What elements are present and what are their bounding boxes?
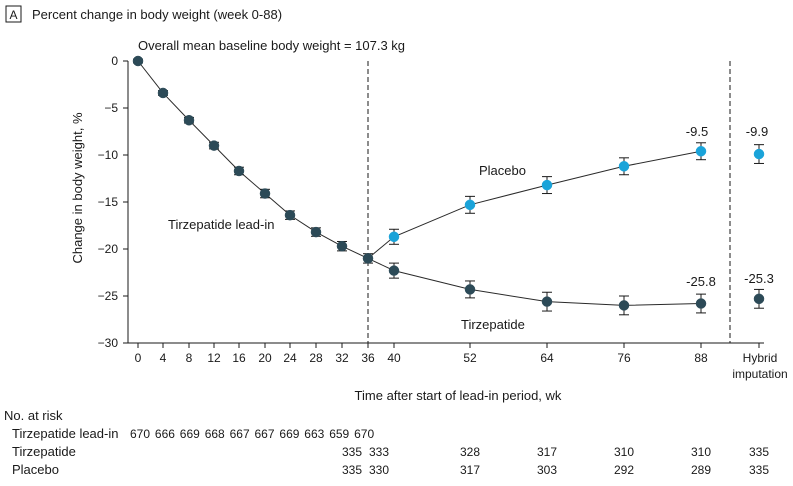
data-point [284,209,296,221]
series-label-tirzepatide: Tirzepatide [461,317,525,332]
y-tick-label: −10 [98,148,119,162]
y-tick-label: −20 [98,242,119,256]
risk-table-cell: 659 [329,427,349,441]
data-point [618,300,630,311]
y-tick-label: −15 [98,195,119,209]
data-point [541,296,553,307]
data-point-hybrid [753,293,765,305]
risk-table-cell: 335 [749,445,769,459]
risk-table-cell: 292 [614,463,634,477]
x-tick-label: 8 [186,351,193,365]
risk-table-cell: 668 [205,427,225,441]
risk-table-cell: 333 [369,445,389,459]
risk-table-cell: 310 [614,445,634,459]
data-point [259,188,271,199]
x-tick-label: 64 [540,351,554,365]
data-point [183,114,195,126]
data-point [336,240,348,252]
data-point [541,179,553,191]
data-point [310,226,322,238]
risk-table-cell: 670 [354,427,374,441]
x-tick-label: 32 [335,351,349,365]
x-tick-label: 28 [309,351,323,365]
data-point [464,284,476,295]
x-tick-label: 40 [387,351,401,365]
x-tick-label: 36 [361,351,375,365]
risk-table-cell: 666 [155,427,175,441]
value-label-placebo-hybrid: -9.9 [746,124,768,139]
risk-table-cell: 669 [180,427,200,441]
x-tick-label-hybrid-line2: imputation [732,367,787,381]
y-tick-label: −5 [104,101,118,115]
y-tick-label: 0 [111,54,118,68]
risk-table-cell: 335 [342,445,362,459]
series-line-0 [137,60,369,259]
y-tick-label: −30 [98,336,119,350]
data-point [233,165,245,177]
data-point [132,55,144,67]
data-point [362,253,374,264]
data-point [695,298,707,309]
data-point [618,161,630,172]
x-tick-label: 0 [135,351,142,365]
panel-letter: A [9,8,17,22]
risk-table-cell: 669 [279,427,299,441]
risk-row-label-lead-in: Tirzepatide lead-in [12,426,118,441]
x-tick-label-hybrid-line1: Hybrid [743,351,778,365]
risk-table-cell: 670 [130,427,150,441]
risk-table-cell: 328 [460,445,480,459]
risk-table-cell: 330 [369,463,389,477]
risk-table-cell: 667 [230,427,250,441]
x-tick-label: 4 [160,351,167,365]
x-tick-label: 76 [617,351,631,365]
data-point-hybrid [753,148,765,160]
data-point [388,231,400,243]
y-axis-label: Change in body weight, % [70,112,85,263]
panel-letter-box [5,5,22,23]
risk-table-cell: 310 [691,445,711,459]
risk-table-cell: 663 [304,427,324,441]
value-label-placebo-88: -9.5 [686,124,708,139]
risk-table-cell: 335 [342,463,362,477]
risk-table-cell: 289 [691,463,711,477]
risk-table-cell: 317 [537,445,557,459]
x-tick-label: 24 [283,351,297,365]
risk-row-label-placebo: Placebo [12,462,59,477]
x-tick-label: 52 [463,351,477,365]
x-tick-label: 88 [694,351,708,365]
data-point [208,140,220,151]
risk-table-cell: 667 [255,427,275,441]
data-point [157,87,169,99]
risk-table-cell: 335 [749,463,769,477]
risk-row-label-tirzepatide: Tirzepatide [12,444,76,459]
series-label-lead-in: Tirzepatide lead-in [168,217,274,232]
series-line-1 [367,257,702,306]
baseline-annotation: Overall mean baseline body weight = 107.… [138,38,405,53]
data-point [695,145,707,157]
value-label-tirzepatide-88: -25.8 [686,274,716,289]
data-point [388,265,400,276]
panel-title: Percent change in body weight (week 0-88… [32,7,282,22]
risk-table-heading: No. at risk [4,408,63,423]
data-point [464,199,476,211]
y-tick-label: −25 [98,289,119,303]
series-line-2 [367,150,702,259]
value-label-tirzepatide-hybrid: -25.3 [744,271,774,286]
x-tick-label: 16 [232,351,246,365]
risk-table-cell: 303 [537,463,557,477]
risk-table-cell: 317 [460,463,480,477]
series-label-placebo: Placebo [479,163,526,178]
x-axis-label: Time after start of lead-in period, wk [355,388,562,403]
x-tick-label: 20 [258,351,272,365]
x-tick-label: 12 [207,351,221,365]
